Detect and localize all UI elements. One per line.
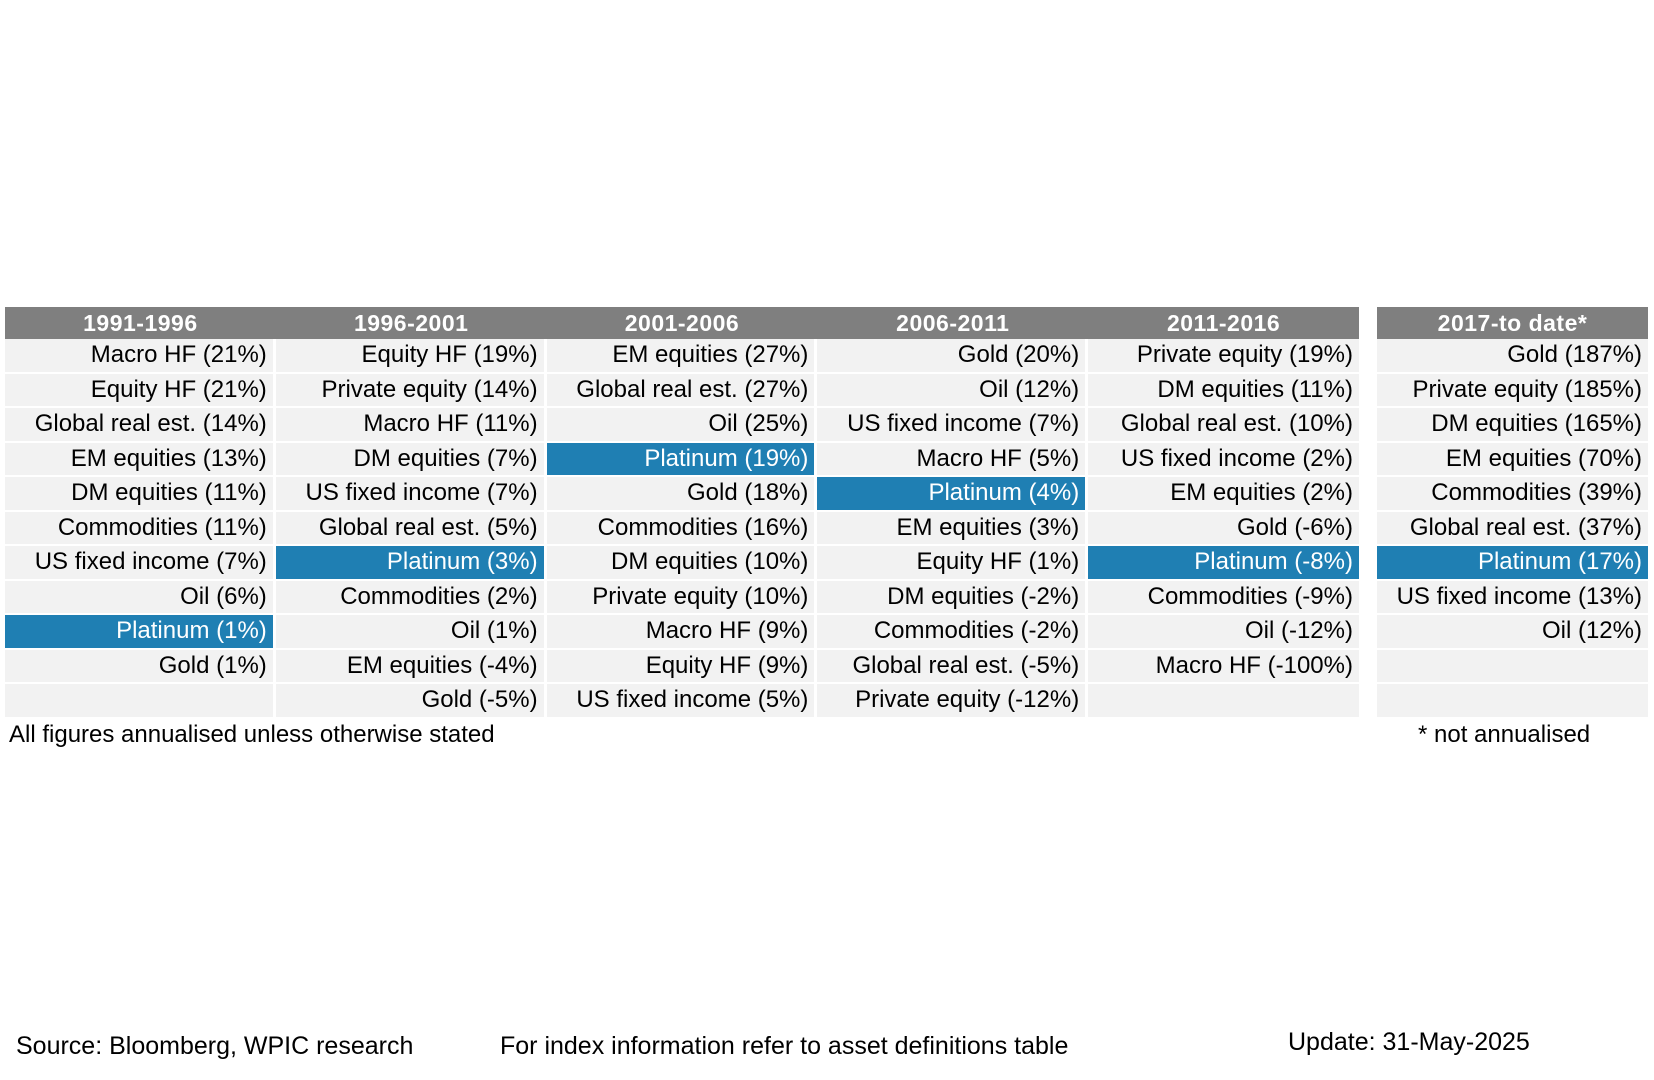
asset-return-cell: Equity HF (21%) bbox=[5, 373, 273, 408]
update-date: Update: 31-May-2025 bbox=[1288, 1028, 1530, 1056]
asset-return-cell: Private equity (19%) bbox=[1088, 339, 1359, 374]
asset-return-cell: Gold (187%) bbox=[1377, 339, 1648, 374]
asset-return-cell: Private equity (185%) bbox=[1377, 373, 1648, 408]
asset-return-cell: Platinum (3%) bbox=[275, 546, 544, 581]
main-periods-table: 1991-1996 1996-2001 2001-2006 2006-2011 2011… bbox=[5, 307, 1359, 719]
asset-return-cell: Commodities (39%) bbox=[1377, 477, 1648, 512]
asset-return-cell: DM equities (7%) bbox=[275, 442, 544, 477]
to-date-header-row: 2017-to date* bbox=[1377, 307, 1648, 339]
asset-return-cell: Private equity (14%) bbox=[275, 373, 544, 408]
asset-return-cell: EM equities (27%) bbox=[546, 339, 815, 374]
asset-return-cell: Oil (12%) bbox=[817, 373, 1086, 408]
asset-return-cell: Gold (-6%) bbox=[1088, 511, 1359, 546]
asset-return-cell: Equity HF (1%) bbox=[817, 546, 1086, 581]
asset-return-cell: DM equities (11%) bbox=[1088, 373, 1359, 408]
empty-cell bbox=[5, 684, 273, 719]
asset-return-cell: US fixed income (7%) bbox=[817, 408, 1086, 443]
asset-return-cell: Private equity (-12%) bbox=[817, 684, 1086, 719]
asset-return-cell: Platinum (-8%) bbox=[1088, 546, 1359, 581]
asset-return-cell: Commodities (-2%) bbox=[817, 615, 1086, 650]
asset-return-cell: Global real est. (10%) bbox=[1088, 408, 1359, 443]
asset-return-cell: Gold (1%) bbox=[5, 649, 273, 684]
asset-return-cell: Macro HF (11%) bbox=[275, 408, 544, 443]
asset-return-cell: Global real est. (5%) bbox=[275, 511, 544, 546]
period-header: 2006-2011 bbox=[896, 310, 1010, 336]
asset-return-cell: Gold (-5%) bbox=[275, 684, 544, 719]
asset-return-cell: US fixed income (5%) bbox=[546, 684, 815, 719]
asset-return-cell: Macro HF (-100%) bbox=[1088, 649, 1359, 684]
asset-return-cell: EM equities (-4%) bbox=[275, 649, 544, 684]
asset-return-cell: Platinum (17%) bbox=[1377, 546, 1648, 581]
asset-return-cell: US fixed income (7%) bbox=[275, 477, 544, 512]
period-header: 1996-2001 bbox=[353, 310, 469, 336]
main-body: Macro HF (21%) Equity HF (21%) Global real… bbox=[5, 339, 1359, 719]
annualised-note: All figures annualised unless otherwise … bbox=[9, 721, 495, 748]
asset-return-cell: Macro HF (21%) bbox=[5, 339, 273, 374]
asset-return-cell: Oil (6%) bbox=[5, 580, 273, 615]
asset-return-cell: DM equities (11%) bbox=[5, 477, 273, 512]
source-note: Source: Bloomberg, WPIC research bbox=[16, 1032, 414, 1060]
period-column: Macro HF (21%) Equity HF (21%) Global real… bbox=[5, 339, 276, 719]
index-info-note: For index information refer to asset def… bbox=[500, 1032, 1069, 1060]
asset-return-cell: Oil (-12%) bbox=[1088, 615, 1359, 650]
asset-return-cell: Global real est. (37%) bbox=[1377, 511, 1648, 546]
empty-cell bbox=[1088, 684, 1359, 719]
period-header: 1991-1996 bbox=[83, 310, 198, 336]
asset-return-cell: EM equities (13%) bbox=[5, 442, 273, 477]
period-column: Private equity (19%) DM equities (11%) Glo… bbox=[1088, 339, 1359, 719]
to-date-body: Gold (187%) Private equity (185%) DM equit… bbox=[1377, 339, 1648, 719]
asset-return-cell: Equity HF (9%) bbox=[546, 649, 815, 684]
not-annualised-note: * not annualised bbox=[1418, 721, 1591, 748]
period-column: EM equities (27%) Global real est. (27%) O… bbox=[546, 339, 818, 719]
asset-return-cell: EM equities (3%) bbox=[817, 511, 1086, 546]
asset-return-cell: Gold (20%) bbox=[817, 339, 1086, 374]
asset-return-cell: Oil (25%) bbox=[546, 408, 815, 443]
asset-return-cell: US fixed income (2%) bbox=[1088, 442, 1359, 477]
main-header-row: 1991-1996 1996-2001 2001-2006 2006-2011 2011… bbox=[5, 307, 1359, 339]
asset-return-cell: Macro HF (9%) bbox=[546, 615, 815, 650]
asset-return-cell: Commodities (11%) bbox=[5, 511, 273, 546]
asset-return-cell: Equity HF (19%) bbox=[275, 339, 544, 374]
period-column: Gold (187%) Private equity (185%) DM equit… bbox=[1377, 339, 1648, 719]
asset-return-cell: Oil (1%) bbox=[275, 615, 544, 650]
asset-return-cell: US fixed income (7%) bbox=[5, 546, 273, 581]
period-header: 2011-2016 bbox=[1166, 310, 1281, 336]
asset-return-cell: EM equities (2%) bbox=[1088, 477, 1359, 512]
asset-return-cell: Commodities (16%) bbox=[546, 511, 815, 546]
asset-return-cell: Commodities (-9%) bbox=[1088, 580, 1359, 615]
to-date-table: 2017-to date* Gold (187%) Private equity … bbox=[1377, 307, 1648, 719]
asset-return-cell: DM equities (10%) bbox=[546, 546, 815, 581]
empty-cell bbox=[1377, 649, 1648, 684]
empty-cell bbox=[1377, 684, 1648, 719]
asset-return-cell: US fixed income (13%) bbox=[1377, 580, 1648, 615]
asset-return-cell: Macro HF (5%) bbox=[817, 442, 1086, 477]
asset-return-cell: EM equities (70%) bbox=[1377, 442, 1648, 477]
period-column: Gold (20%) Oil (12%) US fixed income (7%) M… bbox=[817, 339, 1088, 719]
asset-return-cell: Platinum (1%) bbox=[5, 615, 273, 650]
asset-return-cell: Gold (18%) bbox=[546, 477, 815, 512]
period-column: Equity HF (19%) Private equity (14%) Macro… bbox=[275, 339, 547, 719]
asset-return-cell: Global real est. (14%) bbox=[5, 408, 273, 443]
asset-return-cell: Oil (12%) bbox=[1377, 615, 1648, 650]
period-header: 2001-2006 bbox=[624, 310, 740, 336]
asset-return-cell: Global real est. (-5%) bbox=[817, 649, 1086, 684]
asset-return-cell: Private equity (10%) bbox=[546, 580, 815, 615]
period-header: 2017-to date* bbox=[1437, 310, 1588, 336]
asset-return-cell: Global real est. (27%) bbox=[546, 373, 815, 408]
asset-return-cell: Platinum (19%) bbox=[546, 442, 815, 477]
asset-return-cell: Commodities (2%) bbox=[275, 580, 544, 615]
asset-return-cell: Platinum (4%) bbox=[817, 477, 1086, 512]
asset-return-cell: DM equities (165%) bbox=[1377, 408, 1648, 443]
asset-return-cell: DM equities (-2%) bbox=[817, 580, 1086, 615]
